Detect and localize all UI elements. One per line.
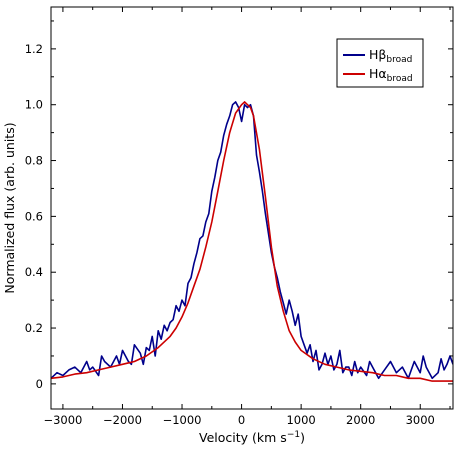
- legend-label: Hαbroad: [369, 66, 413, 84]
- y-tick-label: 0.6: [25, 209, 43, 223]
- y-tick-label: 0.2: [25, 321, 43, 335]
- y-axis-label: Normalized flux (arb. units): [2, 122, 17, 293]
- legend-label-sub: broad: [386, 55, 412, 65]
- x-tick-label: 3000: [406, 413, 435, 427]
- plot-area: [51, 101, 453, 382]
- x-tick-label: 1000: [286, 413, 315, 427]
- y-tick-label: 1.0: [25, 98, 43, 112]
- ticks-group: −3000 −2000 −1000 0 1000 2000 3000 0 0.2 0.4 0.6 0.…: [25, 7, 453, 427]
- x-tick-label: −1000: [163, 413, 202, 427]
- y-tick-label: 0: [36, 377, 43, 391]
- y-tick-label: 0.4: [25, 265, 43, 279]
- x-axis-label-sup: −1: [287, 430, 300, 440]
- legend-label: Hβbroad: [369, 47, 412, 65]
- x-tick-label: 0: [238, 413, 245, 427]
- legend-box: [336, 38, 424, 88]
- x-tick-label: 2000: [346, 413, 375, 427]
- x-tick-label: −2000: [103, 413, 142, 427]
- series-line-halpha: [51, 101, 453, 382]
- x-axis-label-close: ): [300, 430, 305, 445]
- x-axis-label: Velocity (km s−1): [199, 430, 305, 445]
- legend-label-sub: broad: [387, 74, 413, 84]
- legend-label-main: Hβ: [369, 47, 386, 62]
- x-tick-label: −3000: [43, 413, 82, 427]
- x-axis-label-main: Velocity (km s: [199, 430, 287, 445]
- legend-label-main: Hα: [369, 66, 387, 81]
- axes-frame: [50, 6, 454, 410]
- y-tick-label: 0.8: [25, 154, 43, 168]
- series-line-hbeta: [51, 101, 453, 380]
- y-tick-label: 1.2: [25, 42, 43, 56]
